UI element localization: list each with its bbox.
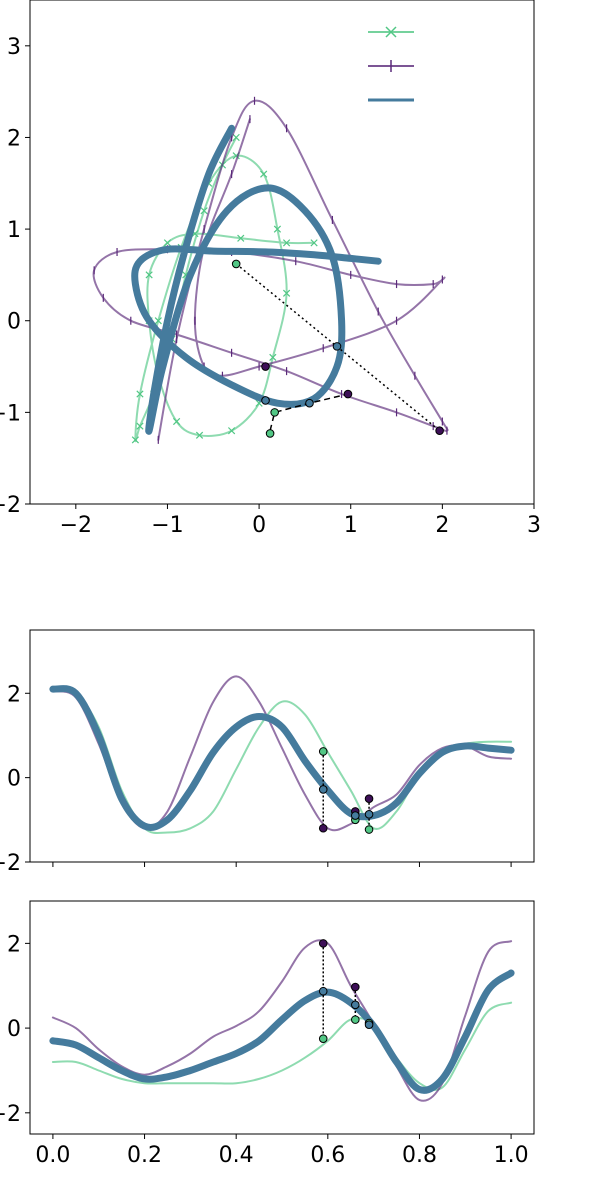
series-marker-green	[131, 436, 140, 444]
series-line-blue	[131, 124, 382, 435]
x-tick-label: 1	[344, 513, 358, 538]
series-marker-green	[260, 170, 268, 178]
x-tick-label: 2	[435, 513, 449, 538]
series-marker-green	[232, 133, 240, 142]
green-point	[318, 1034, 328, 1043]
dashed-connector	[269, 393, 349, 431]
series-marker-green	[172, 417, 181, 426]
blue-point	[305, 398, 314, 408]
y-tick-label: 0	[7, 767, 21, 792]
chart-2: −2 0 2	[0, 629, 535, 876]
y-tick-label: −2	[0, 851, 21, 876]
green-point	[364, 825, 374, 834]
blue-point	[332, 342, 342, 351]
series-line-purple	[92, 99, 449, 441]
x-tick-label: 0.4	[219, 1143, 254, 1168]
series-marker-green	[136, 390, 144, 398]
purple-point	[343, 389, 353, 399]
series-marker-green	[282, 239, 291, 247]
series-marker-green	[145, 271, 153, 279]
y-tick-label: 0	[7, 1017, 21, 1042]
y-tick-label: 0	[7, 310, 21, 335]
x-tick-label: 0.6	[310, 1143, 345, 1168]
green-point	[351, 1015, 360, 1024]
x-tick-label: 3	[527, 513, 541, 538]
x-tick-label: 0.0	[35, 1143, 70, 1168]
series-line-green	[134, 136, 316, 443]
series-marker-green	[237, 234, 245, 242]
blue-point	[351, 1000, 360, 1010]
blue-point	[261, 396, 270, 405]
series-line-green	[51, 1001, 513, 1091]
series-marker-green	[269, 353, 277, 362]
y-tick-label: 1	[7, 218, 21, 243]
purple-point	[318, 823, 328, 833]
legend	[368, 26, 414, 102]
green-point	[265, 429, 275, 438]
series-marker-green	[310, 239, 318, 247]
x-tick-label: −1	[151, 513, 183, 538]
green-point	[318, 747, 328, 756]
purple-point	[364, 794, 374, 804]
legend-marker-x	[385, 26, 397, 38]
blue-point	[318, 986, 328, 996]
series-marker-green	[136, 422, 144, 430]
plot-area	[49, 675, 515, 835]
purple-point	[351, 982, 360, 992]
series-marker-green	[195, 431, 204, 439]
blue-point	[351, 811, 360, 820]
series-marker-green	[163, 239, 172, 247]
x-tick-label: 1.0	[494, 1143, 529, 1168]
plot-area	[49, 939, 515, 1102]
series-marker-green	[282, 289, 291, 297]
green-point	[231, 259, 241, 269]
y-tick-label: 2	[7, 682, 21, 707]
axes-frame	[29, 629, 535, 863]
series-marker-green	[227, 427, 236, 435]
chart-3: 0.0 0.2 0.4 0.6 0.8 1.0 −2 0 2	[0, 900, 535, 1168]
series-marker-green	[154, 317, 162, 325]
chart-1: −2 −1 0 1 2 3 −2 −1 0 1 2 3	[0, 0, 541, 538]
axes-frame	[29, 0, 535, 505]
y-tick-label: −2	[0, 1102, 21, 1127]
x-tick-label: 0	[252, 513, 266, 538]
blue-point	[364, 810, 374, 819]
series-line-blue	[49, 685, 515, 831]
y-tick-label: −2	[0, 493, 21, 518]
blue-point	[364, 1020, 374, 1030]
series-marker-green	[200, 207, 208, 215]
x-tick-label: 0.8	[402, 1143, 437, 1168]
purple-point	[318, 939, 328, 948]
y-tick-label: 2	[7, 126, 21, 151]
plot-area	[92, 96, 449, 444]
x-tick-label: −2	[60, 513, 92, 538]
series-line-green	[51, 688, 513, 835]
series-marker-green	[273, 225, 282, 233]
series-line-blue	[49, 969, 515, 1094]
x-tick-label: 0.2	[127, 1143, 162, 1168]
purple-point	[435, 426, 444, 435]
y-tick-label: 2	[7, 932, 21, 957]
blue-point	[318, 785, 328, 794]
purple-point	[261, 362, 270, 371]
green-point	[270, 408, 279, 417]
axes-frame	[29, 900, 535, 1135]
y-tick-label: 3	[7, 35, 21, 60]
y-tick-label: −1	[0, 401, 21, 426]
